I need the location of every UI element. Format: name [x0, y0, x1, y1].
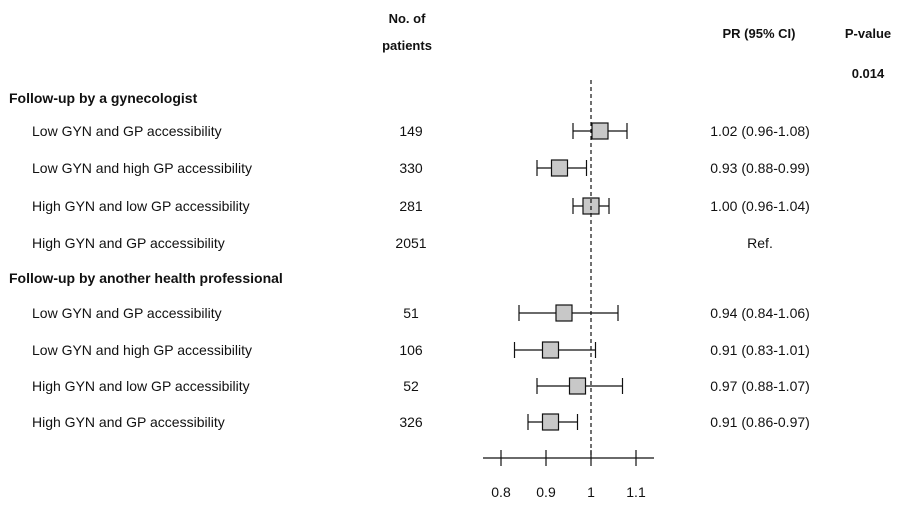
row-label: High GYN and low GP accessibility — [32, 378, 250, 394]
row-patient-count: 52 — [403, 378, 419, 394]
row-pr-ci: 0.91 (0.83-1.01) — [710, 342, 810, 358]
pvalue-value: 0.014 — [852, 66, 885, 81]
point-estimate-box — [550, 159, 569, 177]
row-pr-ci: 1.00 (0.96-1.04) — [710, 198, 810, 214]
row-pr-ci: 0.97 (0.88-1.07) — [710, 378, 810, 394]
row-patient-count: 326 — [399, 414, 423, 430]
header-patients-line2: patients — [382, 38, 432, 53]
forest-rows: Follow-up by a gynecologist Low GYN and G… — [9, 90, 810, 430]
point-estimate-box — [591, 122, 609, 140]
row-label: Low GYN and GP accessibility — [32, 123, 222, 139]
axis-tick-label: 0.9 — [536, 484, 556, 500]
forest-marks — [513, 122, 628, 431]
row-pr-ci: 0.93 (0.88-0.99) — [710, 160, 810, 176]
point-estimate-box — [541, 413, 560, 431]
row-label: Low GYN and GP accessibility — [32, 305, 222, 321]
axis-tick-label: 1.1 — [626, 484, 646, 500]
row-patient-count: 149 — [399, 123, 423, 139]
point-estimate-box — [555, 304, 573, 322]
row-patient-count: 281 — [399, 198, 423, 214]
row-label: Low GYN and high GP accessibility — [32, 342, 252, 358]
header-pr: PR (95% CI) — [723, 26, 796, 41]
header-patients-line1: No. of — [389, 11, 426, 26]
group-title: Follow-up by another health professional — [9, 270, 283, 286]
point-estimate-box — [568, 377, 587, 395]
header-pvalue: P-value — [845, 26, 891, 41]
axis-tick-label: 0.8 — [491, 484, 511, 500]
group-title: Follow-up by a gynecologist — [9, 90, 198, 106]
row-pr-ci: 1.02 (0.96-1.08) — [710, 123, 810, 139]
row-patient-count: 51 — [403, 305, 419, 321]
point-estimate-box — [541, 341, 560, 359]
row-label: High GYN and low GP accessibility — [32, 198, 250, 214]
x-axis: 0.8 0.9 1 1.1 — [483, 80, 654, 500]
row-patient-count: 330 — [399, 160, 423, 176]
row-label: High GYN and GP accessibility — [32, 414, 225, 430]
row-pr-ci: 0.94 (0.84-1.06) — [710, 305, 810, 321]
row-patient-count: 106 — [399, 342, 423, 358]
row-patient-count: 2051 — [395, 235, 426, 251]
row-label: High GYN and GP accessibility — [32, 235, 225, 251]
row-pr-ci: Ref. — [747, 235, 773, 251]
row-label: Low GYN and high GP accessibility — [32, 160, 252, 176]
axis-tick-label: 1 — [587, 484, 595, 500]
row-pr-ci: 0.91 (0.86-0.97) — [710, 414, 810, 430]
